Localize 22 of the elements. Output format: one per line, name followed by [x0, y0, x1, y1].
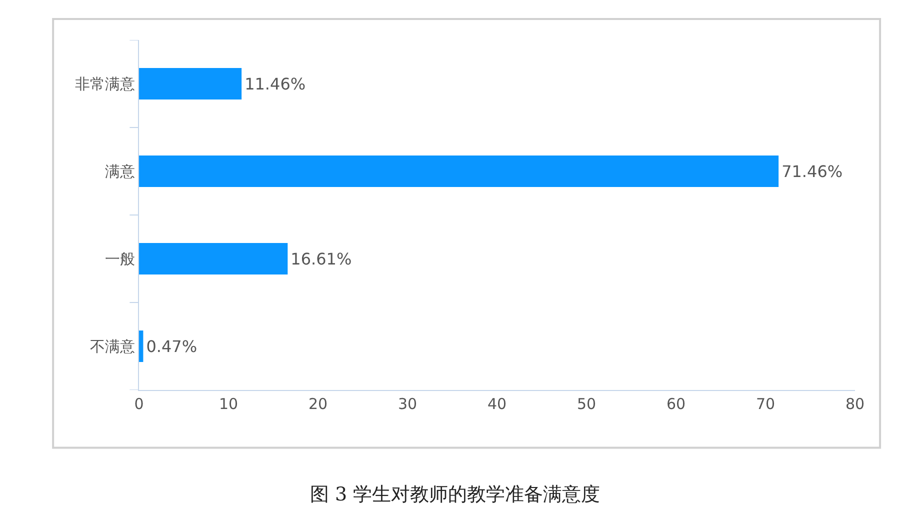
x-tick-label: 20	[308, 395, 328, 413]
y-tick-label: 满意	[105, 162, 135, 180]
x-tick-label: 80	[845, 395, 865, 413]
x-tick-label: 40	[487, 395, 507, 413]
x-tick-label: 50	[576, 395, 596, 413]
data-label: 16.61%	[290, 249, 352, 268]
data-label: 0.47%	[146, 336, 198, 356]
bar	[139, 243, 288, 274]
text: 图 3 学生对教师的教学准备满意度	[310, 484, 600, 506]
y-tick-label: 不满意	[90, 338, 135, 356]
data-label: 71.46%	[782, 162, 843, 181]
x-tick-label: 70	[756, 395, 776, 413]
bar	[139, 156, 779, 187]
x-tick-label: 30	[398, 395, 418, 413]
x-tick-label: 10	[218, 395, 238, 413]
y-tick-label: 一般	[105, 250, 135, 268]
y-tick-label: 非常满意	[75, 75, 135, 93]
x-tick-label: 0	[134, 395, 144, 413]
data-label: 11.46%	[244, 74, 306, 94]
bar	[139, 330, 144, 362]
bar	[139, 68, 242, 100]
x-tick-label: 60	[666, 395, 686, 413]
